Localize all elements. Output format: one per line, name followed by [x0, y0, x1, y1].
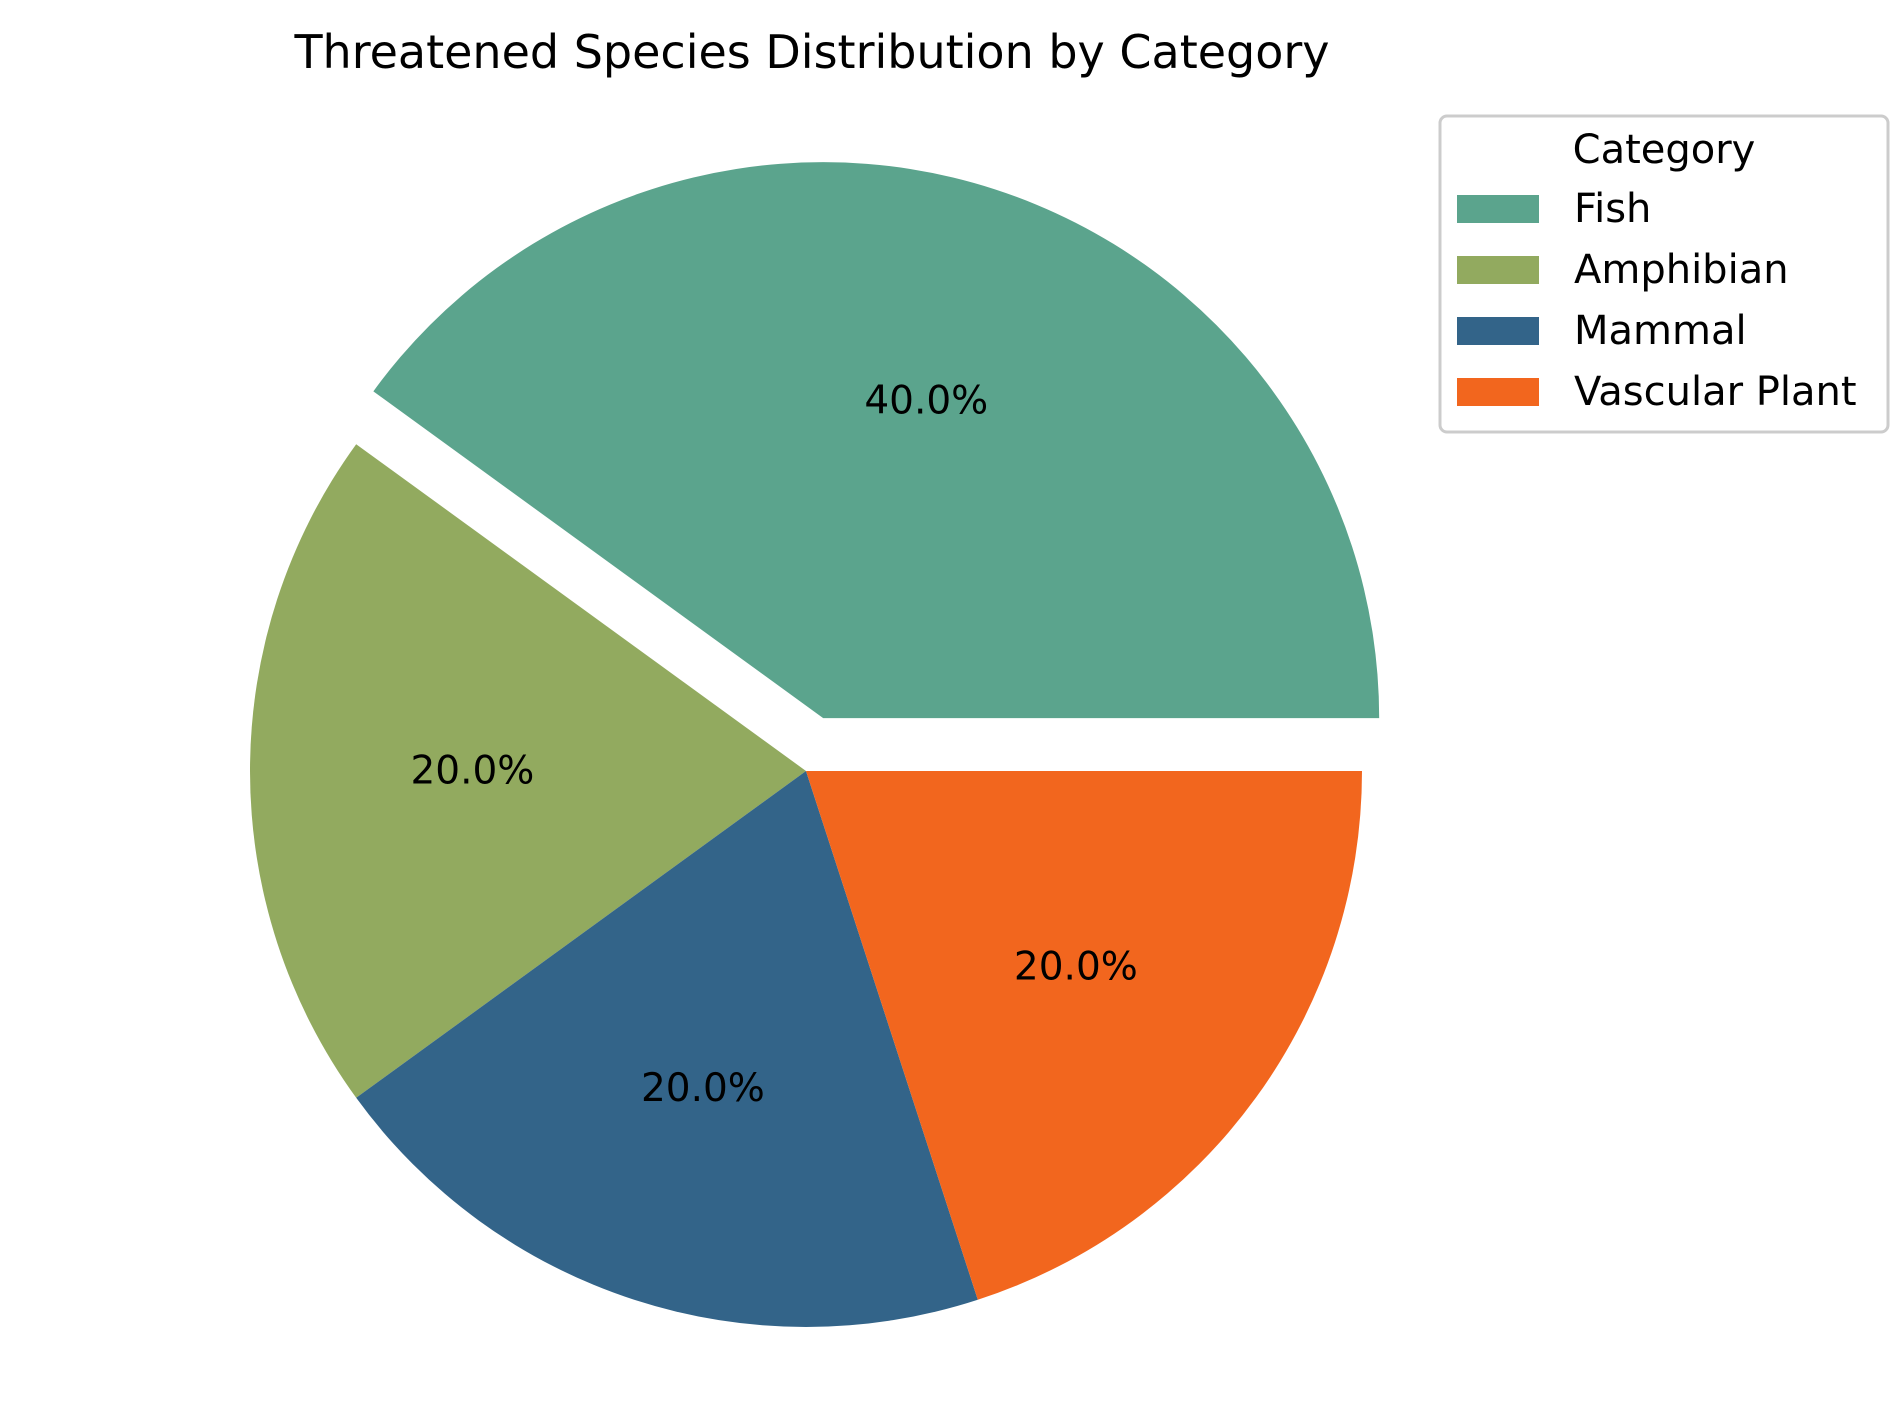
legend: Category Fish Amphibian Mammal Vascular Pla…: [1438, 114, 1890, 434]
pie-slice-amphibian: [249, 444, 806, 1098]
pie-percent-labels: 40.0% 20.0% 20.0% 20.0%: [410, 378, 1137, 1110]
pie-slice-vascular-plant: [806, 771, 1362, 1300]
pie-label-fish: 40.0%: [864, 378, 988, 423]
pie-label-mammal: 20.0%: [641, 1066, 765, 1111]
legend-label-mammal: Mammal: [1574, 308, 1747, 354]
legend-items: Fish Amphibian Mammal Vascular Plant: [1457, 186, 1857, 415]
pie-label-amphibian: 20.0%: [410, 749, 534, 794]
pie-label-vascular-plant: 20.0%: [1014, 945, 1138, 990]
pie-slice-fish: [373, 162, 1380, 719]
legend-swatch-vascular-plant: [1457, 378, 1539, 406]
pie-slice-mammal: [356, 771, 978, 1328]
legend-item-fish: Fish: [1457, 186, 1651, 232]
pie-slices: [249, 162, 1380, 1328]
legend-swatch-fish: [1457, 195, 1539, 223]
legend-label-amphibian: Amphibian: [1574, 247, 1789, 293]
legend-label-vascular-plant: Vascular Plant: [1574, 369, 1857, 415]
legend-item-mammal: Mammal: [1457, 308, 1747, 354]
legend-title: Category: [1573, 127, 1756, 173]
legend-item-vascular-plant: Vascular Plant: [1457, 369, 1857, 415]
legend-label-fish: Fish: [1574, 186, 1651, 232]
legend-swatch-mammal: [1457, 317, 1539, 345]
legend-item-amphibian: Amphibian: [1457, 247, 1789, 293]
legend-swatch-amphibian: [1457, 256, 1539, 284]
legend-frame: [1438, 114, 1890, 434]
chart-title: Threatened Species Distribution by Categ…: [293, 25, 1329, 79]
